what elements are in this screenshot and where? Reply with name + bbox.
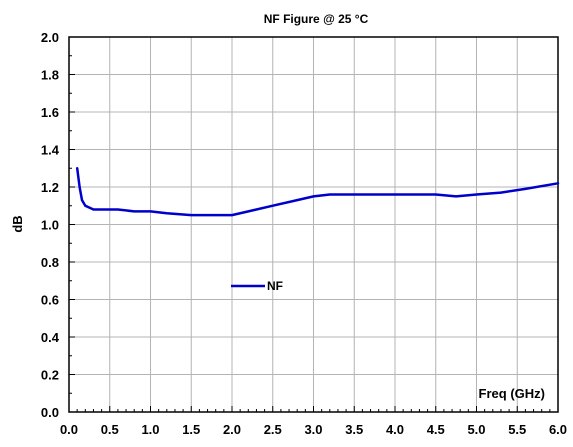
- x-tick-label: 5.0: [467, 422, 485, 437]
- y-tick-label: 0.2: [41, 368, 59, 383]
- x-tick-label: 0.0: [60, 422, 78, 437]
- x-tick-label: 0.5: [101, 422, 119, 437]
- x-tick-label: 6.0: [549, 422, 567, 437]
- x-axis-label: Freq (GHz): [479, 386, 545, 401]
- y-tick-label: 1.4: [41, 143, 60, 158]
- y-tick-label: 1.0: [41, 218, 59, 233]
- y-tick-label: 0.6: [41, 293, 59, 308]
- y-ticks: 0.0 0.2 0.4 0.6 0.8 1.0 1.2 1.4 1.6 1.8 2.0: [41, 30, 75, 420]
- x-tick-label: 2.0: [223, 422, 241, 437]
- x-tick-label: 3.5: [345, 422, 363, 437]
- y-tick-label: 2.0: [41, 30, 59, 45]
- x-tick-label: 4.0: [386, 422, 404, 437]
- x-tick-label: 1.5: [182, 422, 200, 437]
- x-tick-label: 2.5: [264, 422, 282, 437]
- series-line-nf: [75, 167, 560, 217]
- x-tick-label: 3.0: [304, 422, 322, 437]
- x-ticks: 0.0 0.5 1.0 1.5 2.0 2.5 3.0 3.5 4.0 4.5 5.0 5.5 6.0: [60, 406, 567, 437]
- y-axis-label: dB: [10, 215, 25, 232]
- x-tick-label: 5.5: [508, 422, 526, 437]
- chart-title: NF Figure @ 25 °C: [264, 12, 369, 26]
- y-tick-label: 0.8: [41, 255, 59, 270]
- x-tick-label: 4.5: [427, 422, 445, 437]
- y-tick-label: 1.8: [41, 68, 59, 83]
- legend-label-nf: NF: [267, 279, 283, 293]
- y-tick-label: 0.0: [41, 405, 59, 420]
- legend: NF: [231, 279, 283, 293]
- y-tick-label: 1.2: [41, 180, 59, 195]
- series-group: [75, 167, 560, 217]
- x-tick-label: 1.0: [141, 422, 159, 437]
- y-tick-label: 0.4: [41, 330, 60, 345]
- y-tick-label: 1.6: [41, 105, 59, 120]
- grid: [69, 37, 558, 412]
